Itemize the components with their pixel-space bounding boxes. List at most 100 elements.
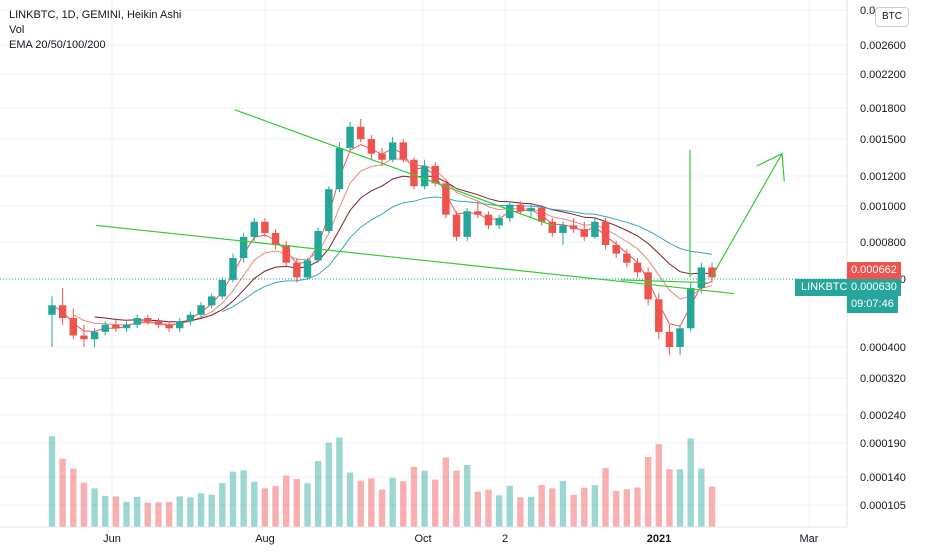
- y-tick-label-4: 0.001500: [860, 134, 906, 146]
- candle-9: [144, 314, 152, 325]
- candle-body: [569, 225, 578, 230]
- candle-13: [186, 311, 195, 325]
- trendline-1[interactable]: [234, 109, 553, 226]
- candle-14: [197, 302, 205, 319]
- volume-bar-4: [91, 488, 98, 527]
- candle-body: [335, 147, 344, 190]
- candle-body: [431, 165, 439, 184]
- candle-42: [495, 214, 503, 230]
- volume-bar-35: [421, 470, 428, 527]
- candle-1: [58, 287, 67, 325]
- x-tick-label-4: 2021: [647, 533, 671, 545]
- candle-body: [229, 258, 237, 280]
- candle-3: [80, 324, 88, 347]
- volume-bar-10: [155, 502, 162, 527]
- candle-body: [633, 262, 642, 273]
- volume-bar-20: [261, 488, 269, 527]
- projection-arrow[interactable]: [710, 153, 783, 278]
- candle-body: [112, 324, 120, 329]
- candle-body: [197, 305, 205, 315]
- volume-bar-18: [240, 470, 247, 527]
- candle-8: [133, 314, 141, 329]
- y-tick-label-5: 0.001200: [860, 171, 906, 183]
- time-axis[interactable]: Jun Aug Oct 2 2021 Mar: [0, 526, 847, 545]
- currency-button[interactable]: BTC: [875, 7, 909, 27]
- candle-body: [101, 324, 109, 332]
- volume-bar-50: [581, 487, 588, 527]
- volume-legend[interactable]: Vol: [9, 24, 25, 36]
- volume-bar-19: [251, 481, 258, 527]
- candle-48: [559, 221, 567, 246]
- trendline-0[interactable]: [96, 224, 735, 295]
- trendline-2[interactable]: [620, 279, 707, 284]
- candle-body: [537, 207, 546, 222]
- candle-7: [122, 321, 131, 332]
- trendline-drawings[interactable]: [96, 109, 785, 295]
- candle-24: [303, 258, 312, 280]
- candle-body: [186, 314, 195, 322]
- candle-body: [303, 260, 312, 278]
- volume-bar-48: [559, 480, 567, 527]
- candle-body: [378, 153, 386, 160]
- volume-bar-1: [59, 458, 66, 527]
- candle-44: [516, 201, 525, 215]
- y-tick-label-0: 0.0: [860, 5, 875, 17]
- candle-15: [207, 293, 216, 309]
- candle-43: [506, 201, 514, 222]
- price-axis[interactable]: 0.0 0.002600 0.002200 0.001800 0.001500 0.001…: [846, 0, 906, 527]
- candle-40: [474, 201, 482, 219]
- candle-33: [399, 139, 408, 163]
- candle-body: [655, 299, 663, 332]
- volume-bar-36: [432, 479, 439, 527]
- candle-29: [356, 118, 365, 143]
- symbol-legend[interactable]: LINKBTC, 1D, GEMINI, Heikin Ashi: [9, 9, 182, 21]
- y-tick-label-2: 0.002200: [860, 69, 906, 81]
- volume-bar-49: [570, 494, 577, 527]
- candle-10: [154, 318, 163, 329]
- candle-54: [623, 249, 631, 268]
- volume-bar-55: [634, 487, 641, 527]
- candle-body: [420, 165, 429, 187]
- volume-bar-31: [378, 489, 386, 527]
- volume-bar-46: [538, 485, 545, 527]
- candle-19: [250, 218, 258, 241]
- volume-bar-60: [687, 438, 694, 527]
- candle-45: [527, 204, 535, 219]
- candle-34: [410, 157, 418, 190]
- x-tick-label-0: Jun: [103, 533, 121, 545]
- candle-41: [484, 211, 493, 230]
- chart-legend: LINKBTC, 1D, GEMINI, Heikin Ashi Vol EMA…: [9, 8, 181, 53]
- candle-20: [261, 218, 269, 237]
- candle-body: [484, 214, 493, 226]
- volume-bar-52: [602, 468, 609, 527]
- candle-58: [665, 324, 674, 356]
- ema-legend[interactable]: EMA 20/50/100/200: [9, 39, 106, 51]
- candle-47: [548, 218, 557, 237]
- candle-body: [399, 142, 408, 160]
- candle-38: [452, 211, 461, 241]
- volume-bar-44: [517, 497, 524, 527]
- candle-body: [356, 126, 365, 140]
- volume-bar-6: [112, 496, 120, 527]
- candle-body: [516, 204, 525, 212]
- volume-bar-57: [655, 444, 662, 527]
- y-tick-label-9: 0.000400: [860, 342, 906, 354]
- candle-body: [239, 236, 248, 259]
- candle-body: [686, 287, 695, 329]
- candle-body: [697, 267, 706, 288]
- y-tick-label-12: 0.000190: [860, 438, 906, 450]
- candle-56: [644, 267, 652, 306]
- volume-bar-62: [708, 486, 716, 527]
- candle-51: [591, 218, 599, 239]
- x-tick-label-1: Aug: [255, 533, 275, 545]
- candle-30: [367, 134, 376, 160]
- candle-body: [410, 159, 418, 187]
- candle-5: [101, 321, 109, 336]
- y-tick-label-10: 0.000320: [860, 373, 906, 385]
- candle-27: [335, 142, 344, 193]
- candle-body: [623, 253, 631, 263]
- volume-bar-25: [314, 460, 322, 527]
- candle-body: [580, 229, 588, 237]
- volume-bar-17: [229, 471, 237, 527]
